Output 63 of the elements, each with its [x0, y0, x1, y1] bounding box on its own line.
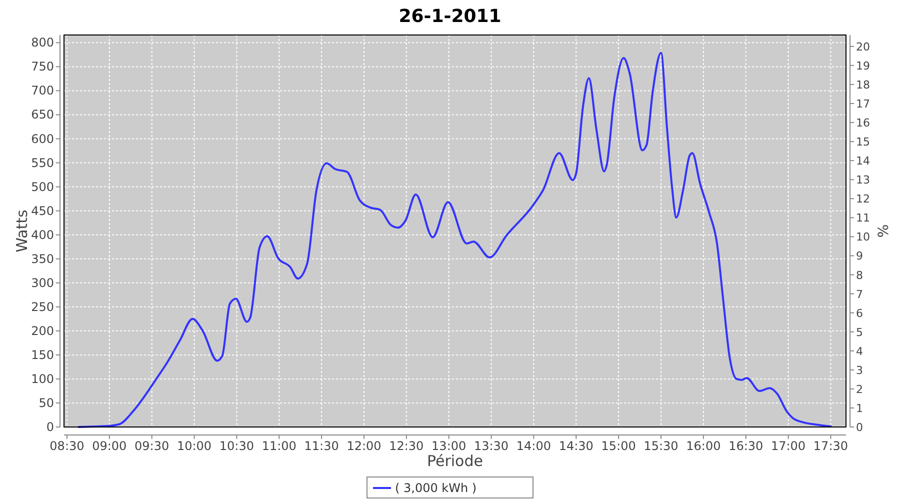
y2-tick-label: 8: [856, 268, 863, 282]
legend-label: ( 3,000 kWh ): [395, 481, 477, 495]
y2-tick-label: 6: [856, 306, 863, 320]
y2-tick-label: 16: [856, 116, 870, 130]
y-tick-label: 500: [31, 180, 54, 194]
y2-tick-label: 2: [856, 382, 863, 396]
x-tick-label: 14:30: [558, 439, 594, 453]
y-tick-label: 250: [31, 300, 54, 314]
y2-tick-label: 9: [856, 250, 863, 263]
y-tick-label: 550: [31, 156, 54, 170]
y2-tick-label: 5: [856, 326, 863, 339]
y2-tick-label: 19: [856, 59, 870, 72]
y2-tick-label: 12: [856, 192, 870, 206]
x-tick-label: 10:30: [219, 439, 254, 453]
y-tick-label: 300: [31, 276, 54, 290]
x-tick-label: 12:30: [389, 439, 424, 453]
y-tick-label: 100: [31, 372, 54, 386]
x-tick-label: 11:30: [304, 439, 339, 453]
y-tick-label: 700: [31, 84, 54, 98]
y2-tick-label: 17: [856, 98, 870, 111]
x-tick-label: 16:00: [686, 439, 721, 453]
y-tick-label: 0: [46, 420, 54, 434]
line-series: [77, 52, 833, 428]
y2-tick-label: 3: [856, 364, 863, 377]
y2-tick-label: 4: [856, 344, 863, 358]
y2-tick-label: 11: [856, 212, 870, 225]
x-tick-label: 10:00: [176, 439, 212, 453]
y2-tick-label: 0: [856, 421, 863, 434]
x-tick-label: 17:30: [813, 439, 848, 453]
y2-tick-label: 7: [856, 288, 863, 301]
y2-axis-title: %: [876, 224, 892, 238]
y-tick-label: 450: [31, 204, 54, 218]
y2-tick-label: 1: [856, 402, 863, 415]
x-tick-label: 12:00: [346, 439, 382, 453]
x-tick-label: 08:30: [50, 439, 84, 453]
y2-tick-label: 13: [856, 174, 870, 187]
y-tick-label: 400: [31, 228, 54, 242]
y-tick-label: 600: [31, 132, 54, 146]
x-tick-label: 13:00: [432, 439, 466, 453]
y-tick-label: 750: [31, 60, 54, 74]
y2-tick-label: 15: [856, 136, 870, 149]
x-tick-label: 16:30: [728, 439, 764, 453]
y-tick-label: 650: [31, 108, 54, 122]
y2-tick-label: 14: [856, 154, 870, 168]
x-axis-title: Période: [426, 452, 484, 470]
x-tick-label: 15:00: [601, 439, 636, 453]
chart-title: 26-1-2011: [398, 6, 502, 27]
x-tick-label: 09:00: [92, 439, 127, 453]
y-tick-label: 800: [31, 36, 54, 50]
y-tick-label: 50: [38, 396, 54, 410]
y2-tick-label: 18: [856, 78, 870, 92]
y2-tick-label: 20: [856, 40, 870, 54]
x-tick-label: 09:30: [134, 439, 170, 453]
x-tick-label: 14:00: [516, 439, 552, 453]
x-tick-label: 17:00: [770, 439, 806, 453]
y-axis-title: Watts: [13, 210, 31, 252]
x-tick-label: 13:30: [474, 439, 509, 453]
x-tick-label: 15:30: [644, 439, 678, 453]
x-tick-label: 11:00: [262, 439, 296, 453]
y-tick-label: 200: [31, 324, 54, 338]
y-tick-label: 350: [31, 252, 54, 266]
y2-tick-label: 10: [856, 230, 870, 244]
y-tick-label: 150: [31, 348, 54, 362]
